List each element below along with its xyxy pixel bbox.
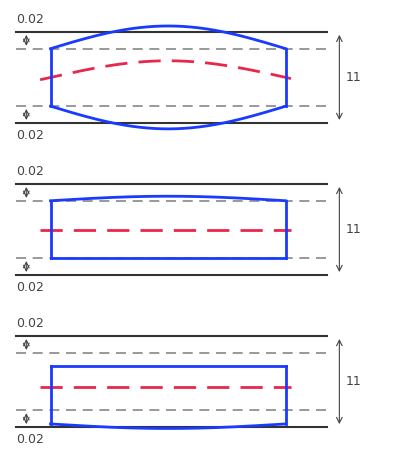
Text: 0.02: 0.02 [16, 281, 44, 294]
Text: 0.02: 0.02 [16, 317, 44, 330]
Text: 11: 11 [345, 375, 360, 388]
Text: 0.02: 0.02 [16, 165, 44, 178]
Text: 11: 11 [345, 223, 360, 236]
Text: 0.02: 0.02 [16, 13, 44, 26]
Text: 11: 11 [345, 71, 360, 84]
Text: 0.02: 0.02 [16, 433, 44, 446]
Text: 0.02: 0.02 [16, 129, 44, 142]
